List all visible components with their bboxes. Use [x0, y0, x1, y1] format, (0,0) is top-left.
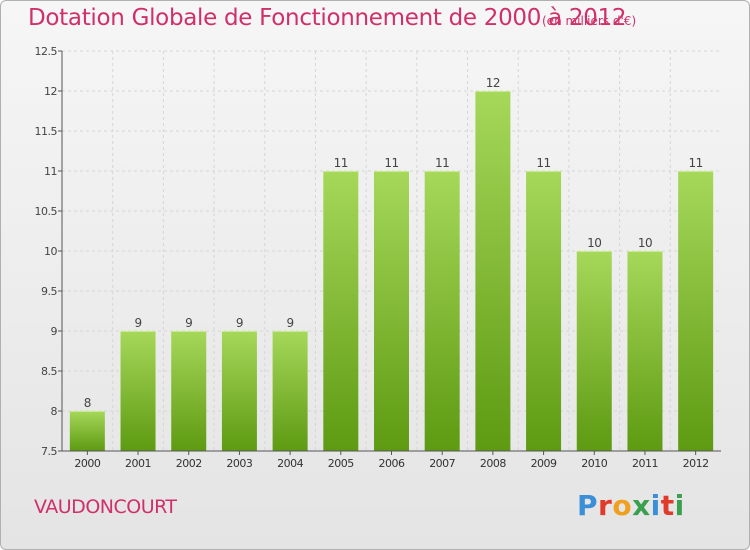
bar: [424, 171, 460, 451]
bar: [678, 171, 714, 451]
bar-value-label: 9: [236, 316, 243, 330]
bar-value-label: 11: [334, 156, 348, 170]
y-tick-label: 11.5: [35, 125, 58, 138]
bar-value-label: 10: [587, 236, 601, 250]
bar-value-label: 10: [638, 236, 652, 250]
commune-name: VAUDONCOURT: [34, 496, 177, 518]
y-tick-label: 7.5: [41, 445, 57, 458]
y-tick-label: 11: [44, 165, 57, 178]
bar: [475, 91, 511, 451]
bars: 8 9 9 9 9 11 11 11 12 11 10 10 11: [69, 76, 714, 451]
x-tick-label: 2004: [277, 457, 303, 470]
bar-value-label: 11: [435, 156, 449, 170]
bar: [120, 331, 156, 451]
bar-value-label: 9: [287, 316, 294, 330]
logo-letter: t: [660, 489, 675, 522]
logo-letter: i: [674, 489, 685, 522]
bar-value-label: 11: [536, 156, 550, 170]
x-tick-label: 2006: [379, 457, 405, 470]
chart-subtitle: (en milliers d'€): [542, 14, 637, 28]
x-tick-label: 2005: [328, 457, 354, 470]
x-tick-label: 2000: [74, 457, 100, 470]
chart-title: Dotation Globale de Fonctionnement de 20…: [28, 5, 627, 31]
logo-letter: r: [598, 489, 613, 522]
x-tick-label: 2011: [632, 457, 658, 470]
x-tick-label: 2009: [531, 457, 557, 470]
x-tick-label: 2003: [226, 457, 252, 470]
bar: [576, 251, 612, 451]
bar-value-label: 9: [134, 316, 141, 330]
bar-value-label: 9: [185, 316, 192, 330]
logo-letter: i: [650, 489, 661, 522]
y-tick-label: 10: [44, 245, 57, 258]
bar: [171, 331, 207, 451]
bar: [627, 251, 663, 451]
y-tick-label: 9.5: [41, 285, 57, 298]
x-tick-label: 2001: [125, 457, 151, 470]
y-tick-label: 12: [44, 85, 57, 98]
bar: [221, 331, 257, 451]
logo-letter: P: [577, 489, 599, 522]
proxiti-logo[interactable]: Proxiti: [577, 489, 685, 522]
x-tick-label: 2012: [683, 457, 709, 470]
x-tick-label: 2010: [581, 457, 607, 470]
logo-letter: o: [612, 489, 633, 522]
bar: [272, 331, 308, 451]
bar-value-label: 8: [84, 396, 91, 410]
logo-letter: x: [632, 489, 651, 522]
bar: [69, 411, 105, 451]
x-tick-label: 2008: [480, 457, 506, 470]
bar-value-label: 11: [689, 156, 703, 170]
y-tick-label: 8: [51, 405, 58, 418]
y-tick-label: 12.5: [35, 45, 58, 58]
bar-value-label: 11: [384, 156, 398, 170]
bar: [323, 171, 359, 451]
x-tick-label: 2007: [429, 457, 455, 470]
y-tick-label: 10.5: [35, 205, 58, 218]
bar-value-label: 12: [486, 76, 500, 90]
axes: 7.5 8 8.5 9 9.5 10 10.5 11 11.5 12 12.5 2000 2001 200…: [35, 45, 721, 470]
bar: [374, 171, 409, 451]
y-tick-label: 9: [51, 325, 58, 338]
x-tick-label: 2002: [176, 457, 202, 470]
y-tick-label: 8.5: [41, 365, 57, 378]
bar: [526, 171, 562, 451]
